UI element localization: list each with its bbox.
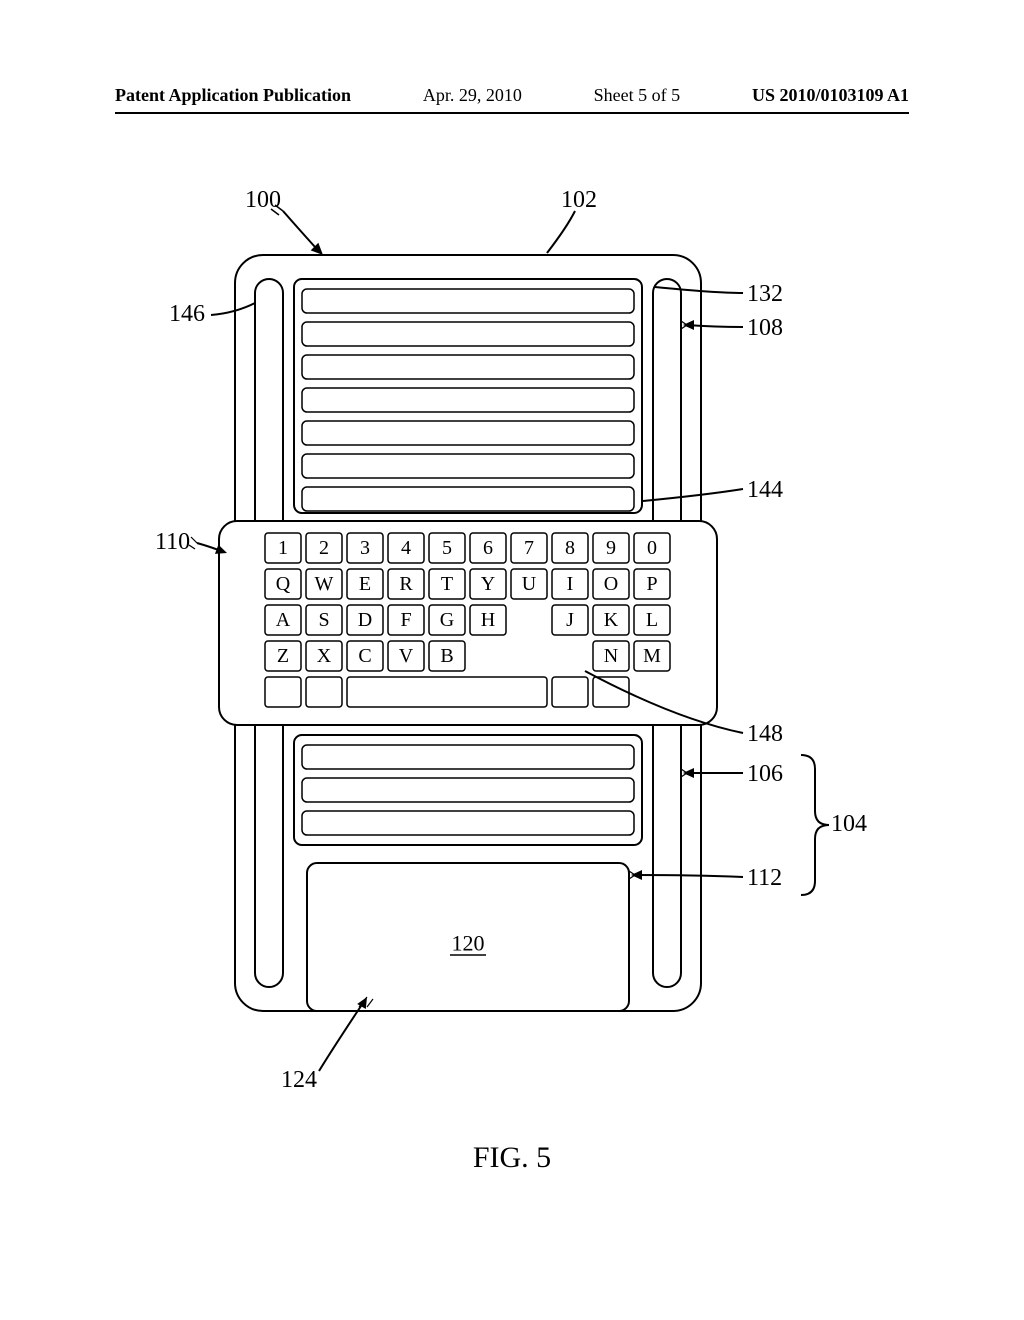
svg-text:I: I [567, 573, 574, 595]
svg-text:X: X [317, 645, 332, 667]
svg-text:L: L [646, 609, 658, 631]
svg-text:T: T [441, 573, 453, 595]
svg-text:2: 2 [319, 537, 329, 559]
figure-caption: FIG. 5 [0, 1141, 1024, 1175]
svg-text:7: 7 [524, 537, 534, 559]
ref-144: 144 [747, 477, 783, 504]
svg-text:4: 4 [401, 537, 411, 559]
svg-text:C: C [358, 645, 371, 667]
ref-100: 100 [245, 187, 281, 214]
svg-text:5: 5 [442, 537, 452, 559]
svg-text:V: V [399, 645, 414, 667]
svg-text:M: M [643, 645, 661, 667]
svg-text:1: 1 [278, 537, 288, 559]
svg-text:G: G [440, 609, 454, 631]
svg-text:Y: Y [481, 573, 495, 595]
pubno-label: US 2010/0103109 A1 [752, 85, 909, 106]
svg-text:8: 8 [565, 537, 575, 559]
svg-text:6: 6 [483, 537, 493, 559]
publication-label: Patent Application Publication [115, 85, 351, 106]
svg-text:R: R [399, 573, 413, 595]
figure-svg: 1 2 3 4 5 6 7 8 9 0 Q W E R T Y U I O P A S D F G H J K L Z X C V B N M 120 [115, 175, 909, 1175]
header-rule [115, 112, 909, 114]
date-label: Apr. 29, 2010 [423, 85, 522, 106]
svg-text:3: 3 [360, 537, 370, 559]
svg-text:H: H [481, 609, 495, 631]
svg-text:120: 120 [452, 931, 485, 956]
sheet-label: Sheet 5 of 5 [594, 85, 680, 106]
ref-132: 132 [747, 281, 783, 308]
svg-text:Z: Z [277, 645, 289, 667]
ref-148: 148 [747, 721, 783, 748]
page-header: Patent Application Publication Apr. 29, … [115, 85, 909, 106]
svg-text:O: O [604, 573, 618, 595]
svg-text:K: K [604, 609, 619, 631]
svg-text:S: S [318, 609, 329, 631]
svg-text:J: J [566, 609, 574, 631]
svg-text:F: F [400, 609, 411, 631]
svg-text:Q: Q [276, 573, 291, 595]
svg-text:E: E [359, 573, 371, 595]
svg-text:B: B [440, 645, 453, 667]
svg-text:9: 9 [606, 537, 616, 559]
svg-text:D: D [358, 609, 372, 631]
svg-text:A: A [276, 609, 291, 631]
svg-text:U: U [522, 573, 537, 595]
figure-area: 1234567890QWERTYUIOPASDFGHJKLZXCVBNM120 … [115, 175, 909, 1175]
ref-146: 146 [169, 301, 205, 328]
ref-102: 102 [561, 187, 597, 214]
ref-112: 112 [747, 865, 782, 892]
ref-106: 106 [747, 761, 783, 788]
svg-text:0: 0 [647, 537, 657, 559]
ref-104: 104 [831, 811, 867, 838]
svg-text:N: N [604, 645, 618, 667]
ref-124: 124 [281, 1067, 317, 1094]
ref-108: 108 [747, 315, 783, 342]
svg-text:P: P [646, 573, 657, 595]
svg-text:W: W [315, 573, 334, 595]
ref-110: 110 [155, 529, 190, 556]
